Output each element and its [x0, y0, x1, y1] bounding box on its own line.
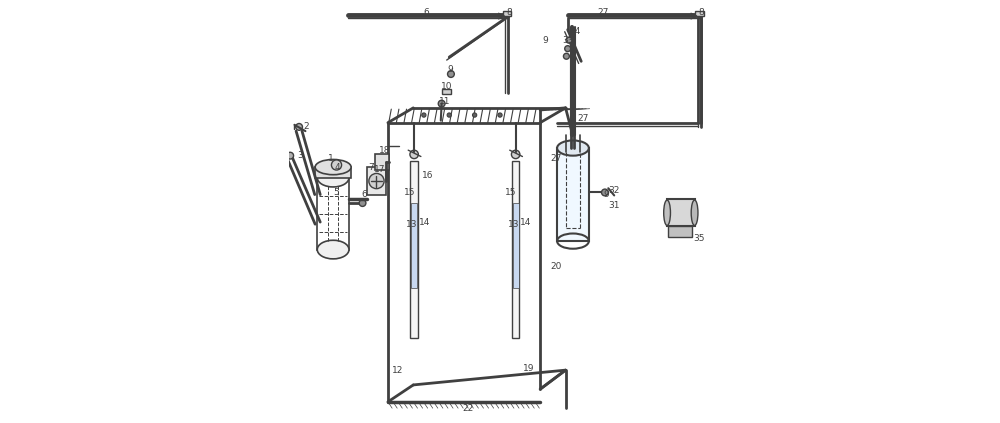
Bar — [411, 203, 417, 288]
Text: 8: 8 — [506, 8, 512, 17]
Circle shape — [602, 189, 608, 196]
Text: 12: 12 — [392, 365, 404, 375]
Ellipse shape — [691, 200, 698, 225]
Circle shape — [565, 46, 571, 52]
Text: 34: 34 — [569, 27, 580, 36]
Text: 13: 13 — [406, 220, 418, 229]
Circle shape — [287, 152, 294, 159]
Bar — [667, 199, 695, 226]
Ellipse shape — [317, 168, 349, 187]
Text: 15: 15 — [404, 188, 415, 197]
Text: 11: 11 — [439, 97, 450, 106]
Bar — [503, 11, 511, 16]
Bar — [668, 226, 692, 237]
Bar — [513, 203, 519, 288]
Circle shape — [563, 53, 569, 59]
Text: 17: 17 — [374, 165, 386, 174]
Text: 9: 9 — [604, 190, 609, 199]
Circle shape — [473, 113, 477, 117]
Text: 4: 4 — [335, 162, 341, 172]
Bar — [315, 167, 351, 178]
Text: 27: 27 — [577, 114, 588, 123]
Text: 16: 16 — [422, 171, 433, 180]
Text: 1: 1 — [328, 154, 334, 163]
Text: 6: 6 — [424, 8, 430, 17]
Circle shape — [331, 160, 342, 170]
Circle shape — [369, 173, 384, 189]
Circle shape — [566, 37, 572, 43]
Bar — [557, 148, 589, 241]
Bar — [410, 161, 418, 338]
Text: 18: 18 — [379, 146, 391, 155]
Circle shape — [296, 124, 302, 130]
Text: 13: 13 — [508, 220, 519, 229]
Circle shape — [438, 100, 445, 107]
Text: 9: 9 — [542, 36, 548, 45]
Text: 2: 2 — [303, 122, 309, 132]
Text: 19: 19 — [523, 363, 535, 373]
Text: 20: 20 — [551, 262, 562, 271]
Text: 10: 10 — [441, 82, 452, 91]
Bar — [512, 161, 519, 338]
Bar — [367, 167, 386, 195]
Text: 27: 27 — [597, 8, 609, 17]
Bar — [317, 178, 349, 250]
Text: 22: 22 — [462, 404, 473, 413]
Ellipse shape — [664, 200, 670, 225]
Text: 8: 8 — [698, 8, 704, 17]
Text: 27: 27 — [551, 154, 562, 163]
Text: 14: 14 — [419, 217, 430, 227]
Ellipse shape — [317, 240, 349, 259]
Text: 31: 31 — [608, 201, 619, 210]
Text: 15: 15 — [505, 188, 517, 197]
Bar — [442, 89, 451, 94]
Text: 5: 5 — [333, 188, 339, 197]
Circle shape — [447, 113, 451, 117]
Text: 32: 32 — [608, 186, 619, 195]
Circle shape — [359, 200, 366, 206]
Text: 9: 9 — [447, 65, 453, 74]
Ellipse shape — [557, 140, 589, 156]
Text: 14: 14 — [520, 217, 532, 227]
Ellipse shape — [315, 159, 351, 175]
Circle shape — [422, 113, 426, 117]
Circle shape — [410, 150, 418, 159]
Text: 35: 35 — [694, 234, 705, 244]
Bar — [375, 154, 389, 170]
Circle shape — [511, 150, 520, 159]
Circle shape — [448, 71, 454, 77]
Text: 6: 6 — [361, 190, 367, 199]
Text: 7: 7 — [368, 162, 374, 172]
Text: 3: 3 — [297, 151, 303, 160]
Text: 33: 33 — [563, 36, 574, 45]
Circle shape — [498, 113, 502, 117]
Bar — [695, 11, 704, 16]
